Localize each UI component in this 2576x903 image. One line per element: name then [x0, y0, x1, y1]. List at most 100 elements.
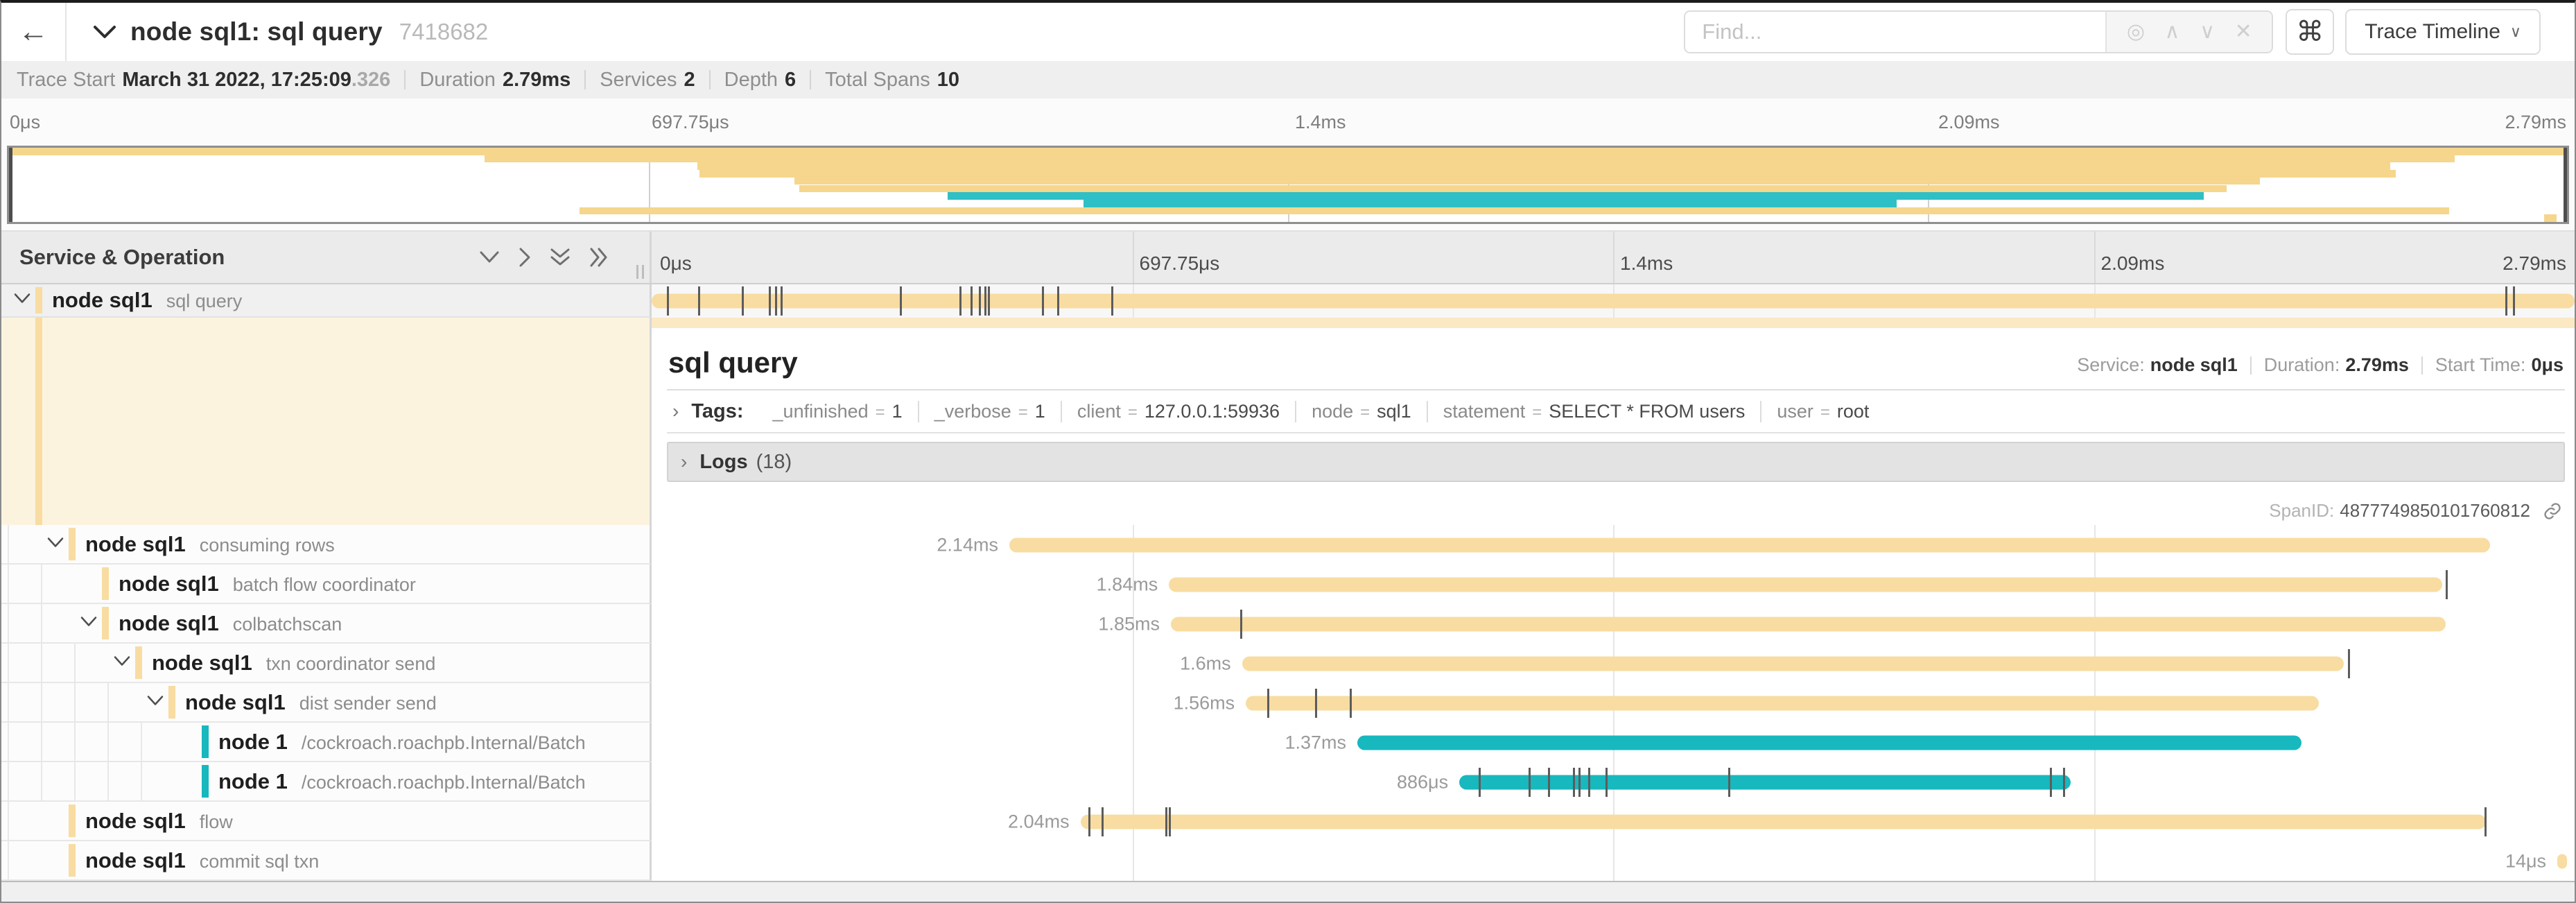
span-row[interactable]: node sql1 consuming rows 2.14ms: [1, 525, 2575, 565]
tree-row-sql-query[interactable]: node sql1 sql query: [1, 284, 652, 318]
tag-item: _unfinished = 1: [758, 401, 918, 422]
expand-all-icon[interactable]: [589, 247, 609, 268]
trace-summary-bar: Trace Start March 31 2022, 17:25:09.326 …: [1, 61, 2575, 98]
deep-link-icon[interactable]: [2543, 501, 2562, 521]
indent-guide: [41, 644, 42, 682]
tree-row[interactable]: node sql1 colbatchscan: [1, 604, 652, 644]
chevron-down-icon[interactable]: [114, 655, 130, 670]
span-row[interactable]: node sql1 colbatchscan 1.85ms: [1, 604, 2575, 644]
column-resizer-grip[interactable]: [636, 265, 644, 279]
span-bar[interactable]: [1246, 696, 2320, 710]
axis-tick-label: 697.75μs: [652, 112, 729, 132]
span-row[interactable]: node sql1 flow 2.04ms: [1, 802, 2575, 841]
span-row[interactable]: node 1/cockroach.roachpb.Internal/Batch 1…: [1, 723, 2575, 762]
operation-name: colbatchscan: [232, 613, 342, 635]
clear-search-icon[interactable]: ✕: [2234, 20, 2252, 43]
span-bar-row[interactable]: 14μs: [652, 841, 2575, 881]
minimap-span-bar: [699, 170, 2396, 178]
log-marker-tick: [899, 286, 902, 316]
span-bar[interactable]: [1459, 775, 2071, 789]
start-time-value: 0μs: [2531, 354, 2564, 375]
span-bar[interactable]: [1009, 538, 2490, 552]
span-bar[interactable]: [1242, 656, 2344, 671]
span-duration-label: 1.6ms: [1180, 653, 1231, 673]
collapse-all-icon[interactable]: [550, 247, 571, 268]
span-bar-row[interactable]: 1.85ms: [652, 604, 2575, 644]
chevron-down-icon[interactable]: [80, 616, 97, 630]
locate-icon[interactable]: ◎: [2126, 20, 2145, 43]
keyboard-shortcuts-button[interactable]: ⌘: [2286, 9, 2335, 55]
tree-row-label: node 1/cockroach.roachpb.Internal/Batch: [218, 769, 586, 794]
span-bar-row[interactable]: 1.84ms: [652, 565, 2575, 604]
span-bar-row[interactable]: 1.37ms: [652, 723, 2575, 762]
axis-tick-label: 1.4ms: [1620, 252, 1673, 274]
service-value: node sql1: [2150, 354, 2238, 375]
axis-tick-label: 1.4ms: [1295, 112, 1346, 132]
search-input[interactable]: [1685, 12, 2106, 52]
tree-row[interactable]: node sql1 commit sql txn: [1, 841, 652, 881]
prev-match-icon[interactable]: ∧: [2164, 20, 2180, 43]
span-color-chip: [102, 607, 109, 639]
indent-guide: [8, 644, 9, 682]
minimap-canvas[interactable]: [7, 146, 2569, 224]
span-row-selected[interactable]: node sql1 sql query: [1, 284, 2575, 318]
span-row[interactable]: node sql1 commit sql txn 14μs: [1, 841, 2575, 881]
minimap-right-scrubber[interactable]: [2564, 148, 2567, 222]
span-bar-row[interactable]: 1.6ms: [652, 644, 2575, 683]
span-bar[interactable]: [1169, 577, 2442, 592]
span-row[interactable]: node 1/cockroach.roachpb.Internal/Batch 8…: [1, 762, 2575, 802]
span-bar-area: 2.14ms: [652, 525, 2575, 565]
tree-row-label: node sql1 dist sender send: [185, 690, 437, 715]
span-row[interactable]: node sql1 batch flow coordinator 1.84ms: [1, 565, 2575, 604]
header-bar: ← node sql1: sql query 7418682 ◎ ∧ ∨ ✕ ⌘: [1, 3, 2575, 61]
span-bar[interactable]: [1080, 814, 2487, 829]
log-marker-tick: [1587, 767, 1590, 797]
tree-row[interactable]: node 1/cockroach.roachpb.Internal/Batch: [1, 723, 652, 762]
log-marker-tick: [774, 286, 777, 316]
tree-row-label: node sql1 commit sql txn: [85, 848, 319, 873]
tags-list: _unfinished = 1 _verbose = 1 client = 127.0.0.1:…: [758, 400, 1885, 422]
span-bar-row[interactable]: 886μs: [652, 762, 2575, 802]
grid-line: [2094, 232, 2096, 283]
span-bar[interactable]: [2557, 854, 2567, 868]
span-bar-row-sql-query[interactable]: [652, 284, 2575, 318]
log-marker-tick: [984, 286, 986, 316]
span-color-chip: [102, 567, 109, 600]
log-marker-tick: [1102, 807, 1104, 836]
tree-row[interactable]: node sql1 flow: [1, 802, 652, 841]
indent-guide: [107, 723, 109, 761]
chevron-down-icon[interactable]: [147, 695, 164, 710]
chevron-down-icon[interactable]: [14, 293, 31, 308]
span-duration-label: 1.85ms: [1098, 613, 1160, 634]
log-marker-tick: [769, 286, 772, 316]
span-row[interactable]: node sql1 txn coordinator send 1.6ms: [1, 644, 2575, 683]
service-name: node sql1: [52, 288, 153, 312]
log-marker-tick: [1239, 609, 1242, 639]
tree-row[interactable]: node 1/cockroach.roachpb.Internal/Batch: [1, 762, 652, 802]
minimap-left-scrubber[interactable]: [9, 148, 12, 222]
next-match-icon[interactable]: ∨: [2200, 20, 2216, 43]
span-bar[interactable]: [652, 293, 2575, 309]
span-row[interactable]: node sql1 dist sender send 1.56ms: [1, 683, 2575, 723]
logs-accordion[interactable]: › Logs (18): [667, 442, 2565, 482]
trace-view-selector[interactable]: Trace Timeline ∨: [2345, 9, 2541, 55]
chevron-down-icon[interactable]: [47, 537, 64, 551]
tree-row-label: node sql1 batch flow coordinator: [119, 571, 416, 596]
span-bar-row[interactable]: 2.04ms: [652, 802, 2575, 841]
span-bar[interactable]: [1170, 617, 2446, 631]
span-bar-row[interactable]: 1.56ms: [652, 683, 2575, 723]
expand-one-icon[interactable]: [518, 247, 532, 268]
trace-title-wrap[interactable]: node sql1: sql query 7418682: [93, 17, 488, 46]
back-button[interactable]: ←: [1, 3, 67, 61]
indent-guide: [74, 644, 76, 682]
span-bar-area: 886μs: [652, 762, 2575, 802]
span-bar[interactable]: [1357, 735, 2302, 750]
tags-accordion[interactable]: › Tags: _unfinished = 1 _verbose = 1 client = 12…: [667, 390, 2565, 433]
tree-row[interactable]: node sql1 batch flow coordinator: [1, 565, 652, 604]
tree-row[interactable]: node sql1 consuming rows: [1, 525, 652, 565]
log-marker-tick: [1728, 767, 1731, 797]
span-bar-row[interactable]: 2.14ms: [652, 525, 2575, 565]
collapse-one-icon[interactable]: [479, 250, 500, 264]
tree-row[interactable]: node sql1 dist sender send: [1, 683, 652, 723]
tree-row[interactable]: node sql1 txn coordinator send: [1, 644, 652, 683]
